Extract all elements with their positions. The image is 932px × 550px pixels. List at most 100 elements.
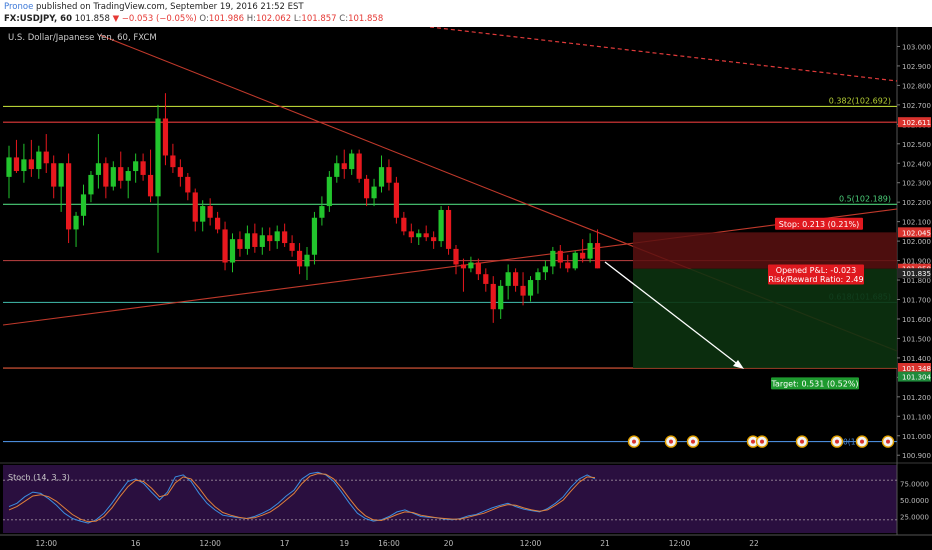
candle-body	[237, 239, 243, 249]
time-axis[interactable]: 12:00 16 12:00 17 19 16:00 20 12:00 21 12:00 22	[35, 539, 759, 548]
candle-body	[267, 235, 273, 242]
candle-body	[326, 176, 332, 207]
price-tick-label: 102.100	[902, 219, 931, 227]
candle-body	[542, 266, 548, 273]
candle-body	[43, 151, 49, 164]
time-tick-label: 20	[444, 539, 454, 548]
candle-body	[274, 231, 280, 242]
position-zones	[633, 232, 897, 369]
time-tick-label: 22	[749, 539, 759, 548]
candle-body	[416, 233, 422, 238]
price-tick-label: 102.800	[902, 82, 931, 90]
open-label: O:	[199, 14, 209, 24]
fib-base-label: 0(10	[843, 438, 860, 447]
price-tick-label: 102.700	[902, 102, 931, 110]
candle-body	[431, 237, 437, 242]
stoch-tick-label: 75.0000	[900, 481, 929, 489]
price-tick-label: 102.400	[902, 160, 931, 168]
price-axis[interactable]: 103.000102.900102.800102.700102.600102.5…	[897, 43, 931, 460]
candle-body	[80, 194, 87, 216]
candle-body	[95, 163, 101, 175]
candle-body	[13, 157, 20, 172]
candle-body	[66, 163, 72, 230]
candle-body	[594, 243, 601, 269]
candle-body	[557, 250, 563, 263]
candle-body	[215, 217, 221, 230]
candlesticks	[6, 93, 601, 323]
close-label: C:	[339, 14, 349, 24]
price-tag-label: 101.348	[902, 365, 931, 373]
price-tag-label: 102.045	[902, 229, 931, 237]
price-tick-label: 101.000	[902, 433, 931, 441]
candle-body	[177, 167, 183, 177]
candle-body	[453, 248, 459, 265]
price-tick-label: 101.600	[902, 316, 931, 324]
stochastic-pane: 75.0000 50.0000 25.0000	[3, 471, 929, 524]
candle-body	[28, 159, 34, 170]
candle-body	[520, 285, 526, 296]
candle-body	[386, 167, 392, 183]
price-tick-label: 101.500	[902, 335, 931, 343]
candle-body	[118, 167, 124, 181]
publish-line: Pronoe published on TradingView.com, Sep…	[4, 2, 304, 12]
candle-body	[311, 217, 318, 255]
candle-body	[572, 252, 578, 269]
change-value: ▼ −0.053 (−0.05%)	[112, 14, 197, 24]
candle-body	[423, 233, 429, 238]
price-tick-label: 100.900	[902, 452, 931, 460]
trading-chart[interactable]: 0.382(102.692)0.5(102.189)0.618(101.685)…	[0, 27, 932, 550]
candle-body	[319, 206, 325, 218]
candle-body	[140, 161, 146, 175]
target-label-box	[771, 377, 859, 390]
candle-body	[468, 262, 474, 269]
candle-body	[535, 272, 541, 281]
candle-body	[110, 167, 116, 187]
price-tick-label: 101.900	[902, 258, 931, 266]
rr-label: Risk/Reward Ratio: 2.49	[768, 275, 863, 284]
candle-body	[371, 186, 377, 199]
target-zone	[633, 268, 897, 369]
candle-body	[170, 155, 176, 168]
candle-body	[200, 206, 206, 222]
event-dot	[691, 439, 695, 444]
candle-body	[162, 118, 169, 156]
candle-body	[475, 262, 481, 275]
position-labels: Stop: 0.213 (0.21%) Opened P&L: -0.023Ris…	[768, 217, 864, 390]
price-tag-label: 102.611	[902, 119, 931, 127]
candle-body	[259, 235, 265, 247]
price-tag	[898, 227, 931, 238]
price-tick-label: 101.100	[902, 413, 931, 421]
event-dot	[760, 439, 764, 444]
dashed-trendline[interactable]	[429, 27, 898, 82]
high-label: H:	[246, 14, 256, 24]
event-dot	[751, 439, 755, 444]
symbol-label: FX:USDJPY, 60	[4, 14, 72, 24]
time-tick-label: 12:00	[669, 539, 691, 548]
event-dot	[860, 439, 864, 444]
event-markers	[627, 435, 895, 448]
candle-body	[222, 229, 228, 263]
candle-body	[364, 178, 370, 199]
author-link[interactable]: Pronoe	[4, 2, 34, 12]
candle-body	[349, 153, 355, 170]
candle-body	[133, 161, 139, 172]
candle-body	[378, 167, 385, 187]
ohlc-line: FX:USDJPY, 60 101.858 ▼ −0.053 (−0.05%) …	[4, 14, 383, 24]
projection-arrow	[604, 261, 744, 369]
low-value: 101.857	[301, 14, 337, 24]
stoch-series-line	[8, 471, 596, 524]
candle-body	[289, 243, 295, 251]
ascending-trendline[interactable]	[2, 208, 898, 326]
candle-body	[207, 206, 213, 218]
candle-body	[185, 176, 191, 193]
last-price: 101.858	[74, 14, 110, 24]
candle-body	[460, 264, 467, 269]
level-label: 0.382(102.692)	[829, 96, 891, 105]
candle-body	[587, 243, 593, 259]
level-label: 0.5(102.189)	[839, 194, 891, 203]
candle-body	[490, 283, 496, 310]
publish-header: Pronoe published on TradingView.com, Sep…	[0, 0, 932, 28]
price-tag	[898, 363, 931, 374]
candle-body	[527, 280, 534, 296]
arrow-shaft	[604, 261, 741, 367]
